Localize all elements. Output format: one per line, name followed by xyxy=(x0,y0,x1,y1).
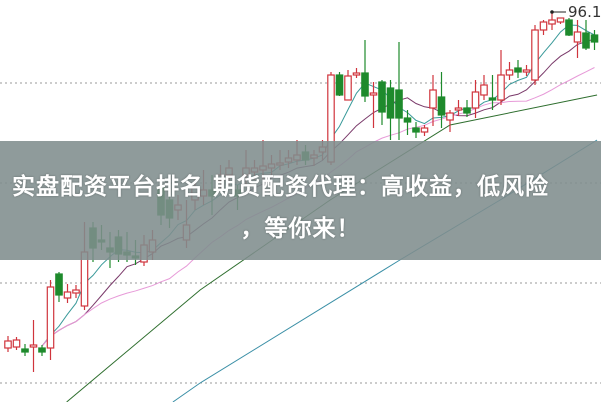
candle-body xyxy=(403,117,412,123)
candle-body xyxy=(4,340,12,349)
candle-body xyxy=(556,17,565,23)
candle-body xyxy=(454,107,463,111)
candle-body xyxy=(505,69,514,76)
candle xyxy=(420,125,429,136)
candle-body xyxy=(38,347,46,353)
candle-body xyxy=(522,69,531,73)
candle xyxy=(454,100,463,116)
candle xyxy=(565,18,573,36)
candle xyxy=(582,20,590,50)
candle-body xyxy=(471,91,480,109)
candle-body xyxy=(412,127,420,133)
candle-body xyxy=(352,72,361,76)
candle xyxy=(72,285,80,298)
candle-body xyxy=(386,87,395,119)
candle xyxy=(378,80,386,125)
candle-body xyxy=(335,74,344,96)
candle xyxy=(352,68,361,78)
candle xyxy=(29,320,38,372)
annotation-dot xyxy=(550,10,554,14)
candle-body xyxy=(361,72,369,97)
candle xyxy=(369,82,378,128)
candle xyxy=(4,336,12,352)
candle-body xyxy=(21,348,29,353)
candle-body xyxy=(497,74,505,101)
candle-body xyxy=(63,291,72,299)
candle xyxy=(488,75,497,110)
candle xyxy=(480,75,488,100)
candle xyxy=(344,70,352,101)
candle-body xyxy=(369,92,378,96)
candle xyxy=(403,110,412,135)
candle-body xyxy=(378,81,386,113)
promo-banner: 实盘配资平台排名 期货配资代理：高收益，低风险 ，等你来！ xyxy=(0,141,601,260)
candle xyxy=(46,280,55,360)
candle xyxy=(395,42,403,140)
candle-body xyxy=(539,21,548,31)
candle xyxy=(539,20,548,35)
candle xyxy=(12,337,21,350)
candle-body xyxy=(531,29,539,81)
candle-body xyxy=(395,89,403,119)
candle xyxy=(522,65,531,76)
candle-body xyxy=(480,84,488,96)
candle xyxy=(446,110,454,132)
candle xyxy=(471,80,480,118)
candle-body xyxy=(46,286,55,349)
candle-body xyxy=(12,339,21,348)
candle-body xyxy=(29,344,38,348)
candle xyxy=(548,12,556,30)
candle xyxy=(437,72,446,128)
candle xyxy=(386,80,395,140)
candle-body xyxy=(548,19,556,25)
candle xyxy=(361,40,369,102)
candle-body xyxy=(488,97,497,101)
candle xyxy=(497,50,505,105)
candle-body xyxy=(429,89,437,109)
candle xyxy=(573,20,582,58)
annotation-label: 96.18 xyxy=(568,3,601,21)
candle xyxy=(505,62,514,80)
high-annotation: 96.18 xyxy=(550,3,601,21)
candle-body xyxy=(463,107,471,114)
candle-body xyxy=(344,75,352,101)
candle xyxy=(429,75,437,126)
candle xyxy=(21,344,29,356)
candle-body xyxy=(72,289,80,294)
candle xyxy=(463,100,471,117)
candle xyxy=(556,17,565,24)
candle-body xyxy=(573,31,582,43)
candle-body xyxy=(514,67,522,73)
candle xyxy=(55,272,63,302)
candle-body xyxy=(582,32,590,49)
candle-body xyxy=(80,251,89,307)
candle-body xyxy=(55,273,63,296)
candle xyxy=(38,345,46,356)
candle-body xyxy=(590,34,599,43)
candle-body xyxy=(565,19,573,36)
candle-body xyxy=(437,96,446,116)
banner-line-1: 实盘配资平台排名 期货配资代理：高收益，低风险 xyxy=(12,174,550,200)
banner-line-2: ，等你来！ xyxy=(240,216,361,242)
candle xyxy=(514,60,522,78)
candle xyxy=(531,25,539,85)
candle xyxy=(412,122,420,138)
candle-body xyxy=(446,112,454,121)
candle xyxy=(335,72,344,96)
candle xyxy=(63,284,72,303)
candle-body xyxy=(420,127,429,133)
candle xyxy=(590,30,599,50)
